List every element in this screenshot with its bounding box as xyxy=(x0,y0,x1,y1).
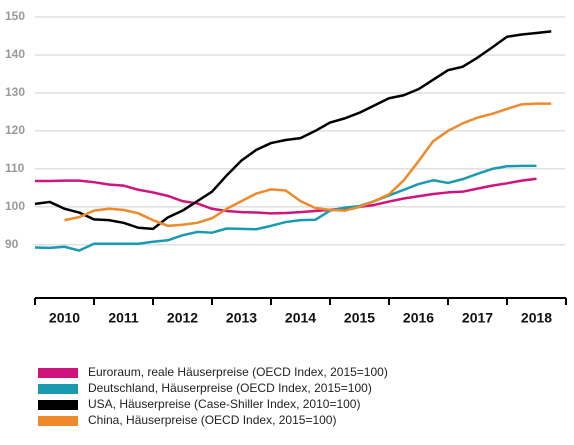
x-tick-label: 2015 xyxy=(344,310,375,326)
x-tick-label: 2014 xyxy=(285,310,316,326)
y-tick-label: 90 xyxy=(5,237,19,251)
legend-swatch xyxy=(38,400,78,410)
x-tick-label: 2011 xyxy=(108,310,139,326)
legend-swatch xyxy=(38,368,78,378)
y-tick-label: 110 xyxy=(5,161,25,175)
y-tick-label: 130 xyxy=(5,85,25,99)
series-line xyxy=(34,30,552,231)
x-tick-label: 2016 xyxy=(403,310,434,326)
legend-label: China, Häuserpreise (OECD Index, 2015=10… xyxy=(88,413,336,427)
legend-label: Deutschland, Häuserpreise (OECD Index, 2… xyxy=(88,381,372,395)
legend-swatch xyxy=(38,384,78,394)
x-tick-label: 2018 xyxy=(521,310,552,326)
y-tick-label: 150 xyxy=(5,9,25,23)
y-tick-label: 140 xyxy=(5,47,25,61)
series-line xyxy=(35,177,537,215)
y-tick-label: 120 xyxy=(5,123,25,137)
x-tick-label: 2013 xyxy=(226,310,257,326)
x-tick-label: 2017 xyxy=(462,310,493,326)
series-line xyxy=(64,102,552,228)
x-tick-label: 2010 xyxy=(49,310,80,326)
series-line xyxy=(34,164,537,252)
legend-swatch xyxy=(38,416,78,426)
legend-label: Euroraum, reale Häuserpreise (OECD Index… xyxy=(88,365,388,379)
y-tick-label: 100 xyxy=(5,199,25,213)
legend-label: USA, Häuserpreise (Case-Shiller Index, 2… xyxy=(88,397,360,411)
x-tick-label: 2012 xyxy=(167,310,198,326)
